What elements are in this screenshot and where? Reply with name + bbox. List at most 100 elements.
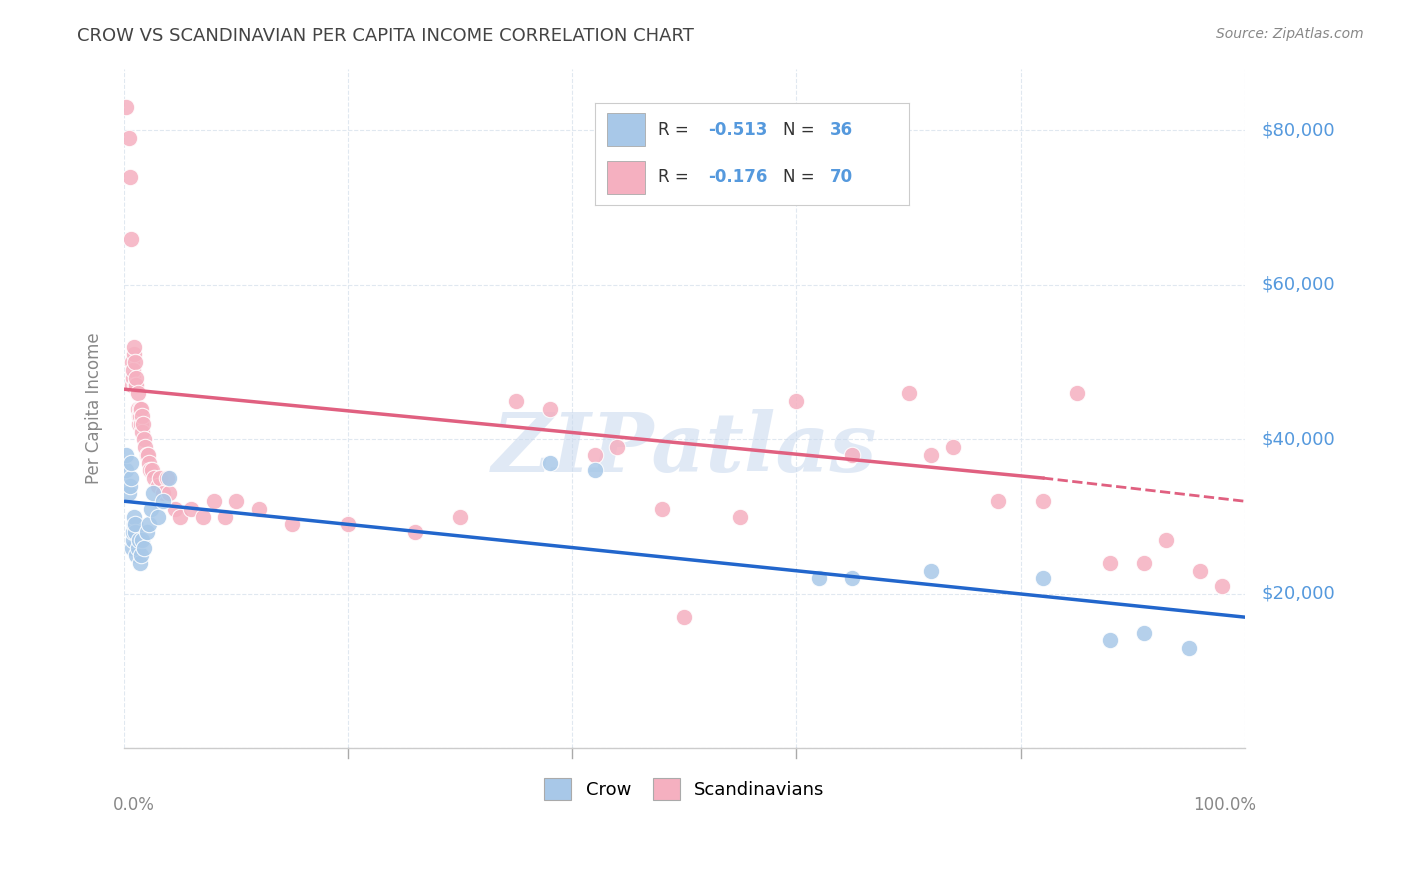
Point	[920, 448, 942, 462]
Point	[125, 378, 148, 392]
Point	[122, 347, 145, 361]
Point	[128, 401, 150, 416]
Point	[1099, 633, 1122, 648]
Point	[180, 502, 202, 516]
Point	[1099, 556, 1122, 570]
Point	[121, 378, 143, 392]
Point	[191, 509, 214, 524]
Point	[157, 471, 180, 485]
Point	[505, 393, 527, 408]
Text: 100.0%: 100.0%	[1192, 796, 1256, 814]
Point	[122, 509, 145, 524]
Point	[121, 355, 143, 369]
Point	[115, 100, 138, 114]
Point	[1177, 640, 1199, 655]
Point	[225, 494, 247, 508]
Text: 0.0%: 0.0%	[112, 796, 155, 814]
Point	[120, 471, 142, 485]
Point	[673, 610, 696, 624]
Point	[124, 378, 146, 392]
Point	[157, 486, 180, 500]
Point	[134, 541, 156, 555]
Point	[1032, 494, 1054, 508]
Y-axis label: Per Capita Income: Per Capita Income	[86, 333, 103, 484]
Point	[115, 463, 138, 477]
Point	[124, 525, 146, 540]
Point	[129, 549, 152, 563]
Point	[807, 572, 830, 586]
Point	[841, 572, 863, 586]
Text: $20,000: $20,000	[1261, 585, 1336, 603]
Point	[122, 533, 145, 547]
Point	[146, 479, 169, 493]
Point	[134, 440, 156, 454]
Point	[128, 409, 150, 424]
Point	[128, 533, 150, 547]
Point	[152, 486, 174, 500]
Point	[163, 502, 186, 516]
Point	[120, 231, 142, 245]
Point	[135, 448, 157, 462]
Point	[117, 131, 139, 145]
Point	[132, 417, 155, 431]
Point	[142, 486, 165, 500]
Text: $40,000: $40,000	[1261, 431, 1336, 449]
Point	[120, 456, 142, 470]
Point	[169, 509, 191, 524]
Point	[131, 425, 153, 439]
Point	[128, 556, 150, 570]
Point	[138, 517, 160, 532]
Point	[124, 517, 146, 532]
Point	[583, 463, 606, 477]
Point	[1133, 625, 1156, 640]
Point	[538, 456, 561, 470]
Legend: Crow, Scandinavians: Crow, Scandinavians	[537, 771, 832, 807]
Point	[156, 471, 179, 485]
Text: $80,000: $80,000	[1261, 121, 1336, 139]
Point	[606, 440, 628, 454]
Point	[214, 509, 236, 524]
Point	[128, 417, 150, 431]
Point	[149, 471, 172, 485]
Point	[139, 463, 162, 477]
Point	[942, 440, 965, 454]
Point	[128, 409, 150, 424]
Point	[118, 169, 141, 184]
Point	[125, 370, 148, 384]
Point	[1066, 386, 1088, 401]
Point	[115, 448, 138, 462]
Point	[538, 401, 561, 416]
Point	[122, 363, 145, 377]
Point	[987, 494, 1010, 508]
Point	[135, 525, 157, 540]
Point	[117, 486, 139, 500]
Point	[141, 463, 163, 477]
Point	[143, 471, 166, 485]
Text: ZIPatlas: ZIPatlas	[492, 409, 877, 490]
Point	[139, 502, 162, 516]
Point	[136, 448, 159, 462]
Point	[118, 479, 141, 493]
Point	[404, 525, 426, 540]
Point	[121, 541, 143, 555]
Point	[124, 355, 146, 369]
Point	[134, 433, 156, 447]
Point	[122, 517, 145, 532]
Point	[1211, 579, 1233, 593]
Point	[281, 517, 304, 532]
Point	[651, 502, 673, 516]
Point	[122, 525, 145, 540]
Point	[583, 448, 606, 462]
Point	[122, 340, 145, 354]
Point	[131, 409, 153, 424]
Point	[1133, 556, 1156, 570]
Point	[131, 533, 153, 547]
Text: Source: ZipAtlas.com: Source: ZipAtlas.com	[1216, 27, 1364, 41]
Point	[122, 370, 145, 384]
Point	[138, 456, 160, 470]
Point	[127, 541, 149, 555]
Point	[730, 509, 752, 524]
Point	[125, 549, 148, 563]
Point	[127, 401, 149, 416]
Point	[337, 517, 360, 532]
